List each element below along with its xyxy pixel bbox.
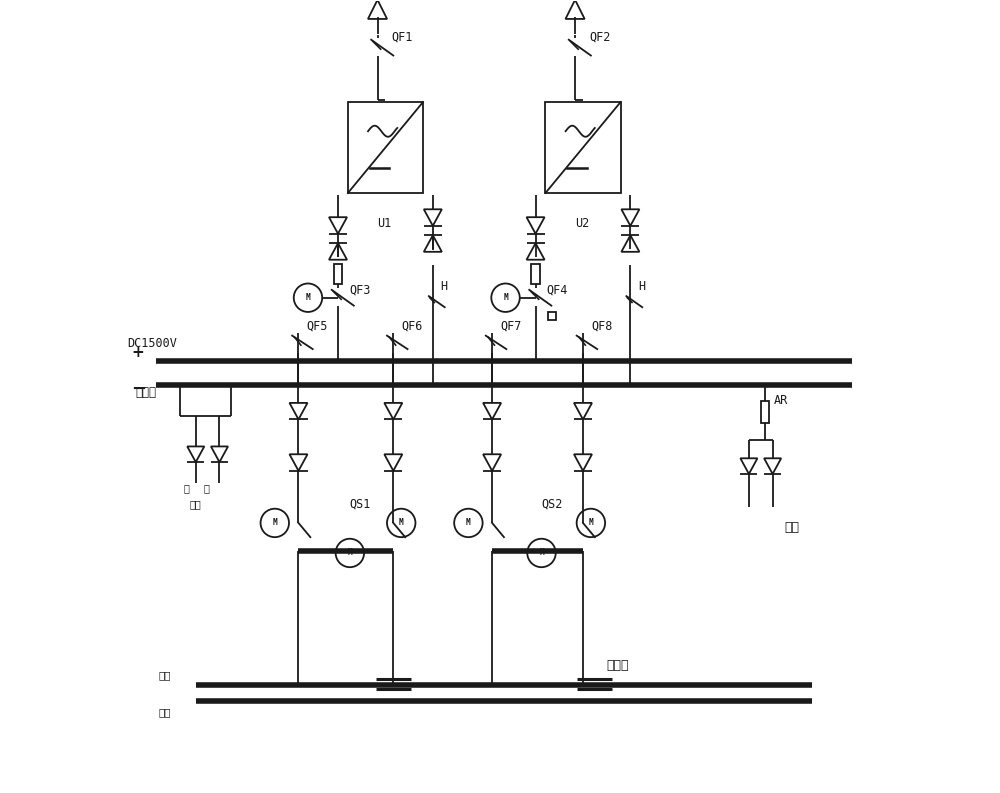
Text: +: + <box>131 345 144 360</box>
Text: M: M <box>306 293 310 302</box>
Text: 走行轨: 走行轨 <box>135 386 156 400</box>
Text: QF4: QF4 <box>547 284 568 297</box>
Text: QF8: QF8 <box>591 320 612 332</box>
Text: 伤: 伤 <box>183 483 189 493</box>
Bar <box>545 102 621 193</box>
Text: U2: U2 <box>575 216 589 230</box>
Text: M: M <box>399 519 404 527</box>
Text: −: − <box>131 380 146 398</box>
Text: QF3: QF3 <box>349 284 370 297</box>
Text: QF2: QF2 <box>589 31 611 44</box>
Text: M: M <box>466 519 471 527</box>
Text: QF6: QF6 <box>401 320 423 332</box>
Bar <box>348 102 423 193</box>
Text: QF1: QF1 <box>392 31 413 44</box>
Text: H: H <box>441 280 448 293</box>
Text: M: M <box>348 549 352 557</box>
Text: H: H <box>638 280 645 293</box>
Text: 轨: 轨 <box>204 483 210 493</box>
Text: M: M <box>589 519 593 527</box>
Text: QS1: QS1 <box>350 497 371 510</box>
Text: U1: U1 <box>378 216 392 230</box>
Text: QS2: QS2 <box>541 497 563 510</box>
Bar <box>761 401 769 423</box>
Text: AR: AR <box>774 394 788 408</box>
Bar <box>531 264 540 284</box>
Text: M: M <box>272 519 277 527</box>
Text: QF7: QF7 <box>500 320 521 332</box>
Text: DC1500V: DC1500V <box>127 337 177 350</box>
Bar <box>548 312 556 320</box>
Text: 融雷: 融雷 <box>189 499 201 509</box>
Bar <box>334 264 342 284</box>
Text: 上轨: 上轨 <box>159 671 171 680</box>
Text: 下轨: 下轨 <box>159 707 171 717</box>
Text: M: M <box>539 549 544 557</box>
Text: 排流: 排流 <box>784 521 799 534</box>
Text: M: M <box>503 293 508 302</box>
Text: 接触网: 接触网 <box>607 659 629 672</box>
Text: QF5: QF5 <box>306 320 328 332</box>
